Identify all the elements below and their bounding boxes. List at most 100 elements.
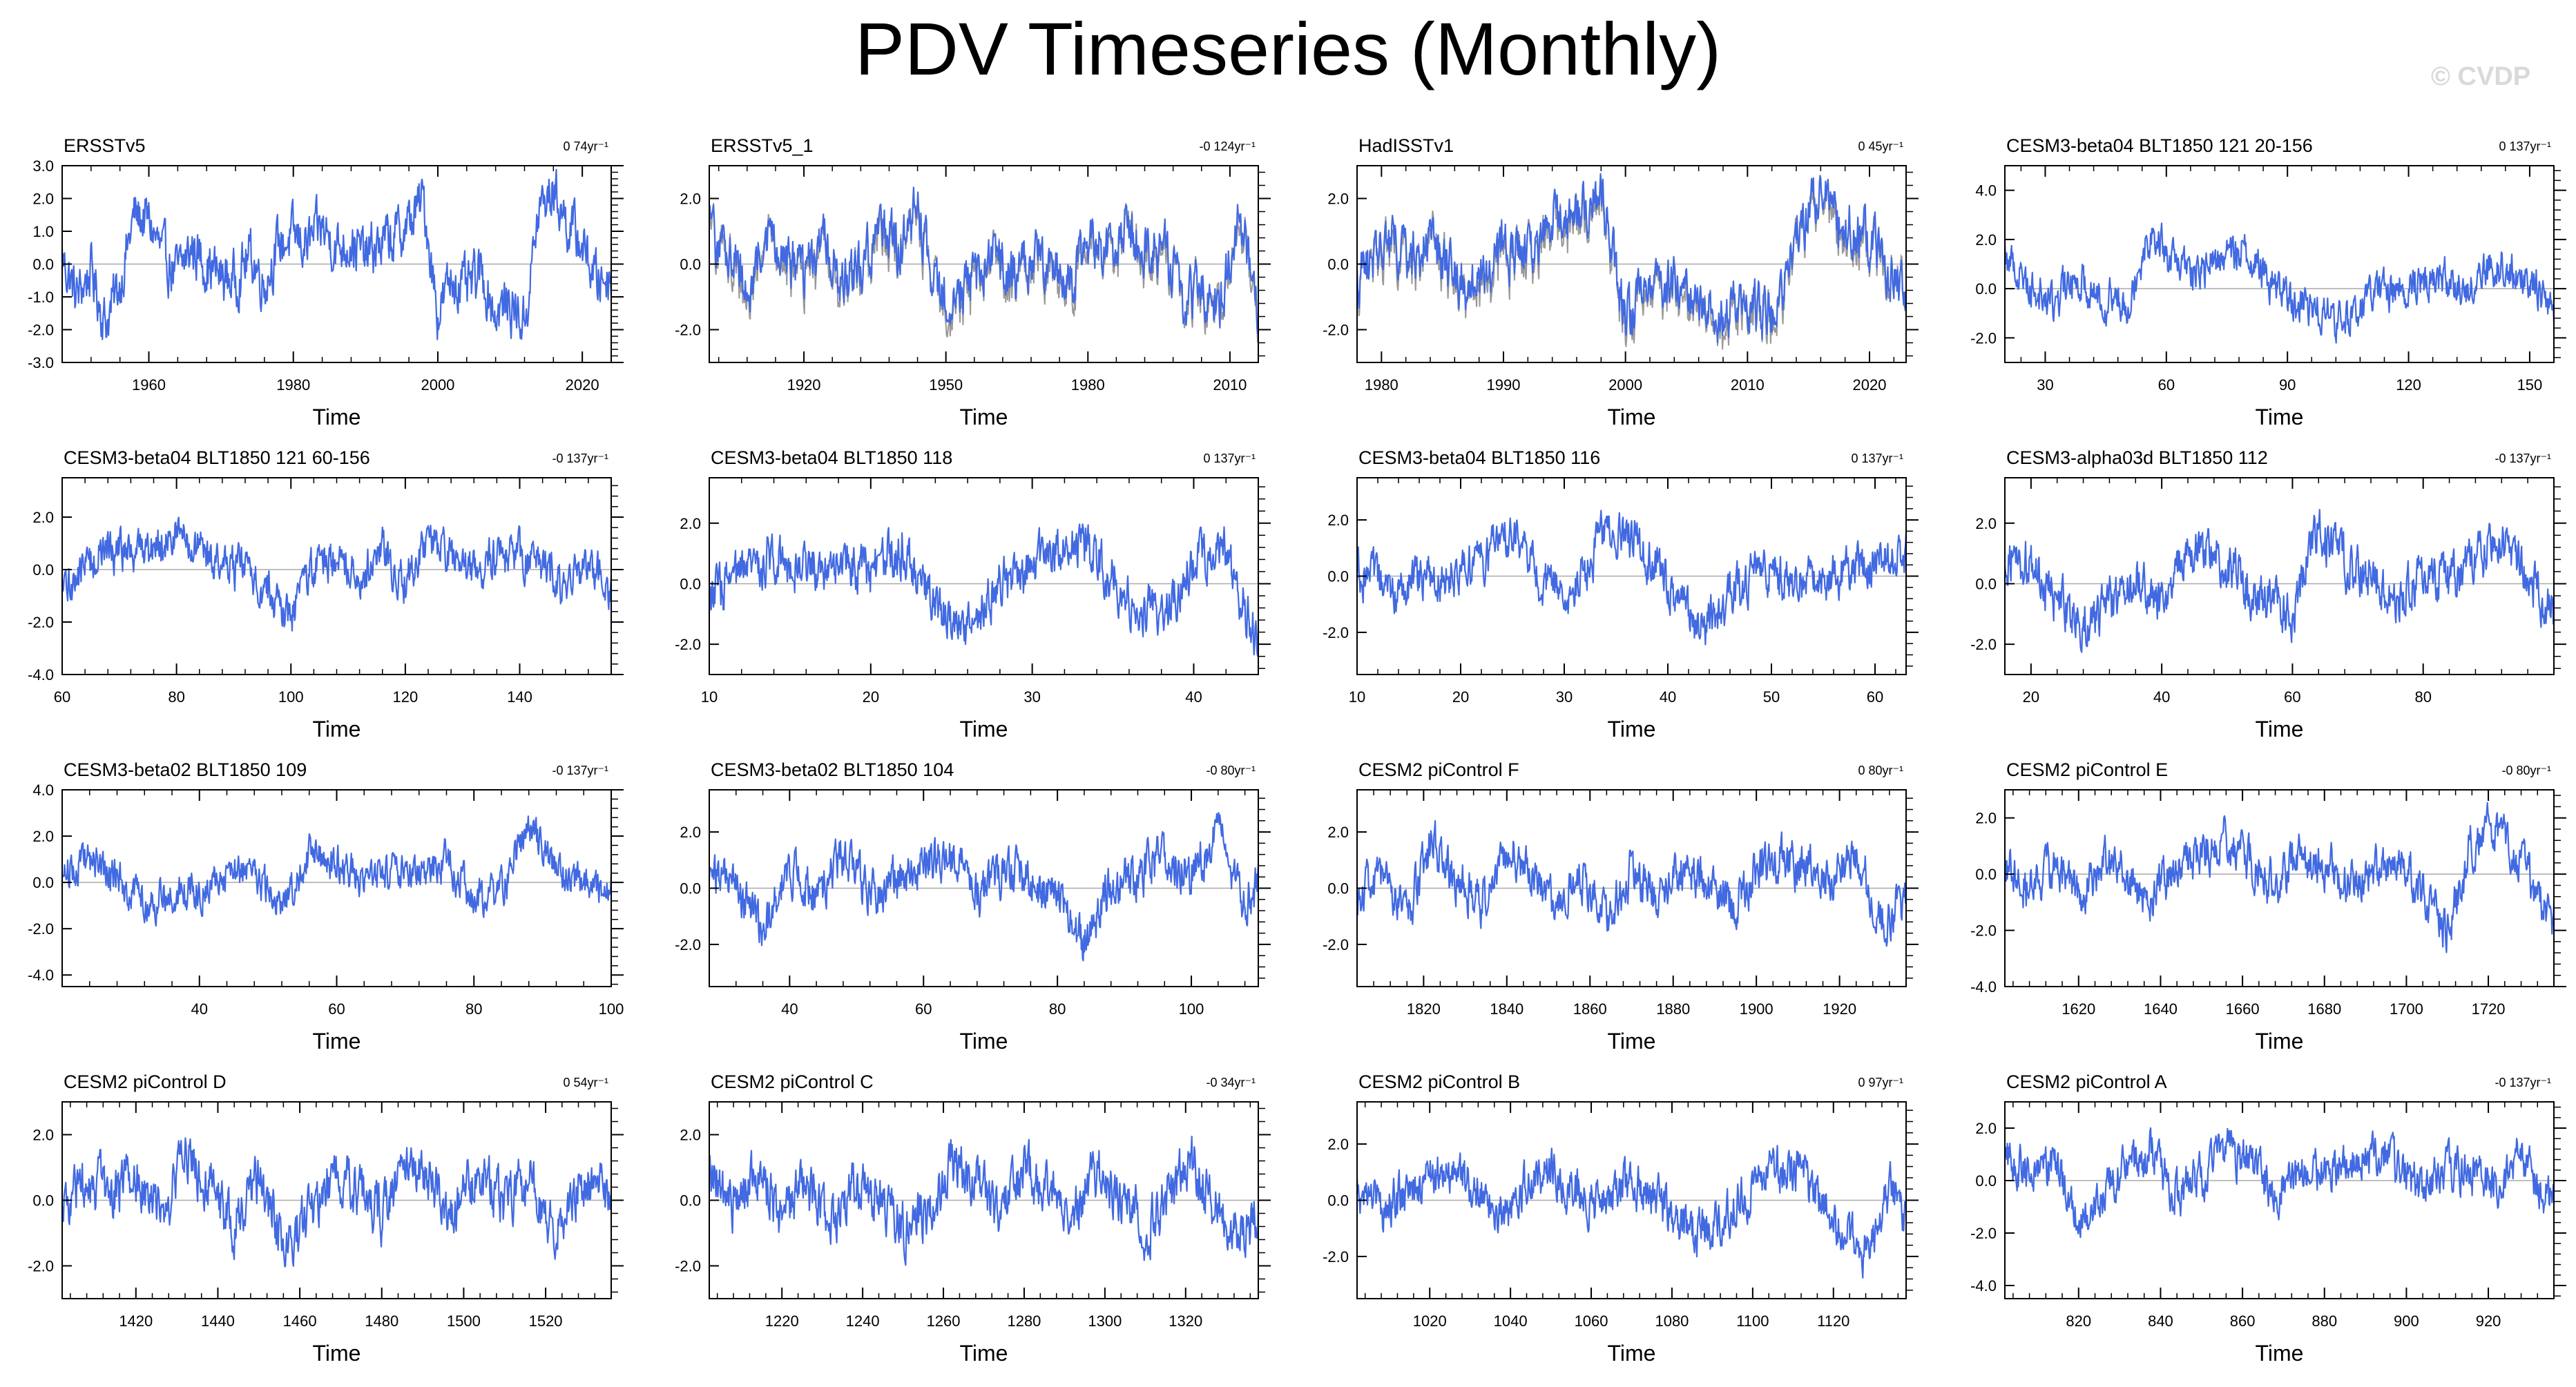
x-tick-label: 1280 bbox=[1007, 1312, 1041, 1330]
x-tick-label: 120 bbox=[2396, 376, 2421, 394]
y-tick-label: 0.0 bbox=[32, 874, 54, 891]
y-tick-label: 0.0 bbox=[1975, 280, 1997, 298]
y-tick-label: 2.0 bbox=[1327, 512, 1349, 529]
plot-frame bbox=[61, 477, 612, 675]
y-tick-label: 1.0 bbox=[32, 223, 54, 240]
x-tick-label: 1480 bbox=[365, 1312, 398, 1330]
y-tick-label: 2.0 bbox=[1975, 810, 1997, 827]
plot-frame bbox=[2004, 789, 2555, 987]
y-tick-label: 0.0 bbox=[1975, 1172, 1997, 1190]
x-axis-label: Time bbox=[960, 1029, 1008, 1054]
panel-trend: -0 80yr⁻¹ bbox=[1206, 764, 1256, 777]
panel-11: CESM2 piControl E -0 80yr⁻¹ 1620 1640 1660 16… bbox=[1970, 759, 2566, 1054]
y-tick-label: 0.0 bbox=[32, 561, 54, 579]
panel-trend: -0 137yr⁻¹ bbox=[552, 764, 608, 777]
x-tick-label: 2000 bbox=[1608, 376, 1642, 394]
x-tick-label: 100 bbox=[1179, 1000, 1204, 1018]
x-tick-label: 20 bbox=[1452, 688, 1469, 706]
x-tick-label: 1080 bbox=[1655, 1312, 1689, 1330]
x-tick-label: 1060 bbox=[1575, 1312, 1608, 1330]
x-tick-label: 1980 bbox=[1365, 376, 1398, 394]
x-tick-label: 60 bbox=[2158, 376, 2175, 394]
x-tick-label: 1680 bbox=[2307, 1000, 2341, 1018]
y-tick-label: 0.0 bbox=[680, 256, 701, 273]
panel-title: CESM3-beta04 BLT1850 116 bbox=[1358, 447, 1600, 468]
x-tick-label: 80 bbox=[465, 1000, 482, 1018]
x-tick-label: 880 bbox=[2311, 1312, 2337, 1330]
x-tick-label: 80 bbox=[2414, 688, 2431, 706]
y-tick-label: 0.0 bbox=[680, 1192, 701, 1210]
x-tick-label: 1620 bbox=[2061, 1000, 2095, 1018]
y-tick-label: -2.0 bbox=[1970, 636, 1997, 653]
y-tick-label: -2.0 bbox=[1970, 1225, 1997, 1242]
x-tick-label: 1240 bbox=[846, 1312, 880, 1330]
panel-title: CESM3-beta04 BLT1850 121 60-156 bbox=[64, 447, 370, 468]
x-tick-label: 2010 bbox=[1213, 376, 1247, 394]
y-tick-label: 0.0 bbox=[1327, 568, 1349, 585]
x-axis-label: Time bbox=[960, 717, 1008, 741]
panel-title: CESM3-beta02 BLT1850 104 bbox=[711, 759, 954, 780]
x-tick-label: 1500 bbox=[447, 1312, 481, 1330]
panel-title: ERSSTv5_1 bbox=[711, 135, 814, 156]
y-tick-label: 2.0 bbox=[32, 1127, 54, 1144]
panel-4: CESM3-beta04 BLT1850 121 60-156 -0 137yr⁻… bbox=[28, 447, 624, 741]
y-tick-label: -2.0 bbox=[675, 936, 701, 953]
panel-trend: -0 137yr⁻¹ bbox=[552, 452, 608, 465]
y-tick-label: -2.0 bbox=[1323, 624, 1349, 641]
panel-title: HadISSTv1 bbox=[1358, 135, 1454, 156]
series-line bbox=[1356, 819, 1907, 947]
x-axis-label: Time bbox=[1608, 1029, 1656, 1054]
y-tick-label: 2.0 bbox=[1975, 515, 1997, 532]
y-tick-label: -4.0 bbox=[1970, 978, 1997, 996]
y-tick-label: 2.0 bbox=[680, 1127, 701, 1144]
x-tick-label: 1520 bbox=[529, 1312, 563, 1330]
y-tick-label: -2.0 bbox=[28, 1258, 54, 1275]
x-axis-label: Time bbox=[2256, 405, 2304, 429]
x-axis-label: Time bbox=[2256, 717, 2304, 741]
series-line bbox=[708, 812, 1260, 962]
x-tick-label: 920 bbox=[2476, 1312, 2501, 1330]
y-tick-label: 0.0 bbox=[1327, 256, 1349, 273]
x-tick-label: 1660 bbox=[2226, 1000, 2260, 1018]
x-axis-label: Time bbox=[1608, 1341, 1656, 1366]
panel-trend: 0 137yr⁻¹ bbox=[2499, 139, 2551, 153]
panel-5: CESM3-beta04 BLT1850 118 0 137yr⁻¹ 10 20 30 4… bbox=[675, 447, 1271, 741]
y-tick-label: 3.0 bbox=[32, 157, 54, 175]
x-tick-label: 1860 bbox=[1573, 1000, 1607, 1018]
x-tick-label: 1700 bbox=[2390, 1000, 2423, 1018]
x-tick-label: 1040 bbox=[1494, 1312, 1528, 1330]
panel-9: CESM3-beta02 BLT1850 104 -0 80yr⁻¹ 40 60 80 1… bbox=[675, 759, 1271, 1054]
x-tick-label: 2020 bbox=[566, 376, 599, 394]
x-tick-label: 1440 bbox=[201, 1312, 235, 1330]
y-tick-label: 4.0 bbox=[32, 782, 54, 799]
panel-title: CESM3-beta04 BLT1850 118 bbox=[711, 447, 952, 468]
x-tick-label: 1300 bbox=[1088, 1312, 1122, 1330]
x-tick-label: 1120 bbox=[1817, 1312, 1849, 1330]
plot-frame bbox=[2004, 1101, 2555, 1299]
x-tick-label: 1320 bbox=[1169, 1312, 1202, 1330]
x-tick-label: 1990 bbox=[1487, 376, 1521, 394]
series-line bbox=[61, 516, 613, 632]
y-tick-label: 0.0 bbox=[1327, 880, 1349, 898]
x-axis-label: Time bbox=[313, 405, 361, 429]
y-tick-label: -2.0 bbox=[1323, 1248, 1349, 1265]
series-line bbox=[61, 1137, 613, 1268]
panel-trend: 0 137yr⁻¹ bbox=[1203, 452, 1256, 465]
x-tick-label: 1880 bbox=[1656, 1000, 1690, 1018]
series-line bbox=[708, 1136, 1260, 1266]
x-tick-label: 1920 bbox=[787, 376, 821, 394]
y-tick-label: 0.0 bbox=[1975, 866, 1997, 883]
series-line bbox=[708, 523, 1260, 657]
plot-frame bbox=[2004, 165, 2555, 363]
x-tick-label: 150 bbox=[2517, 376, 2543, 394]
x-tick-label: 60 bbox=[54, 688, 70, 706]
y-tick-label: -2.0 bbox=[1323, 322, 1349, 339]
x-tick-label: 1260 bbox=[927, 1312, 961, 1330]
panel-title: ERSSTv5 bbox=[64, 135, 146, 156]
panel-trend: -0 137yr⁻¹ bbox=[2495, 452, 2551, 465]
y-tick-label: 2.0 bbox=[680, 191, 701, 208]
x-tick-label: 40 bbox=[191, 1000, 208, 1018]
y-tick-label: 2.0 bbox=[32, 828, 54, 845]
panel-12: CESM2 piControl D 0 54yr⁻¹ 1420 1440 1460 148… bbox=[28, 1071, 624, 1366]
